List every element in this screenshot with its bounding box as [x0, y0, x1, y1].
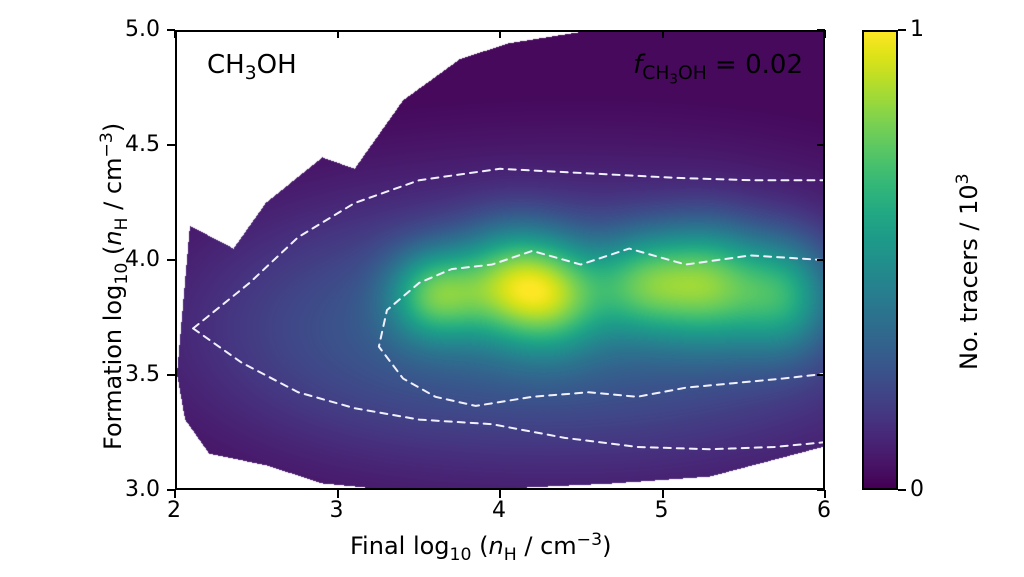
colorbar	[862, 30, 898, 490]
cb-tick-label: 1	[910, 17, 924, 42]
y-tick-mark	[817, 29, 825, 31]
x-tick-label: 6	[817, 498, 831, 523]
x-tick-label: 3	[330, 498, 344, 523]
x-tick-label: 5	[655, 498, 669, 523]
cb-tick-mark	[898, 29, 906, 31]
y-tick-mark	[817, 489, 825, 491]
x-tick-mark	[499, 30, 501, 38]
molecule-label: CH3OH	[207, 50, 297, 84]
x-tick-mark	[174, 30, 176, 38]
y-tick-mark	[167, 489, 175, 491]
y-tick-mark	[817, 259, 825, 261]
y-tick-mark	[817, 374, 825, 376]
x-tick-mark	[824, 30, 826, 38]
x-tick-mark	[337, 490, 339, 498]
cb-tick-mark	[898, 489, 906, 491]
colorbar-canvas	[864, 32, 896, 488]
plot-area: CH3OH fCH3OH = 0.02	[175, 30, 825, 490]
x-tick-label: 2	[167, 498, 181, 523]
cb-tick-label: 0	[910, 477, 924, 502]
x-tick-mark	[662, 490, 664, 498]
x-axis-label: Final log10 (nH / cm−3)	[350, 530, 611, 565]
y-tick-label: 4.0	[125, 247, 160, 272]
y-axis-label: Formation log10 (nH / cm−3)	[97, 123, 132, 450]
contour-overlay	[177, 32, 823, 488]
colorbar-label: No. tracers / 103	[953, 173, 983, 370]
x-tick-mark	[337, 30, 339, 38]
y-tick-mark	[167, 29, 175, 31]
y-tick-mark	[167, 259, 175, 261]
fraction-label: fCH3OH = 0.02	[633, 50, 803, 88]
y-tick-label: 4.5	[125, 132, 160, 157]
y-tick-label: 5.0	[125, 17, 160, 42]
x-tick-mark	[499, 490, 501, 498]
x-tick-mark	[662, 30, 664, 38]
figure: CH3OH fCH3OH = 0.02 Final log10 (nH / cm…	[0, 0, 1024, 577]
y-tick-label: 3.5	[125, 362, 160, 387]
y-tick-label: 3.0	[125, 477, 160, 502]
y-tick-mark	[167, 144, 175, 146]
y-tick-mark	[167, 374, 175, 376]
y-tick-mark	[817, 144, 825, 146]
x-tick-label: 4	[492, 498, 506, 523]
x-tick-mark	[174, 490, 176, 498]
x-tick-mark	[824, 490, 826, 498]
